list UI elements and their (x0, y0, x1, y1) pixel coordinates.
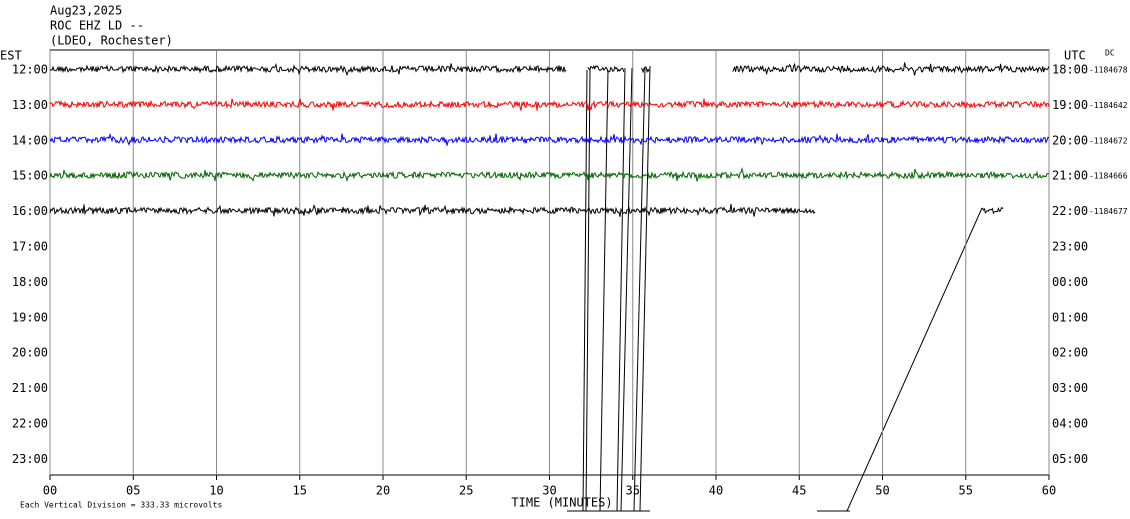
right-axis-title: UTC (1064, 49, 1086, 63)
row-label-right: 00:00 (1052, 275, 1088, 289)
x-tick-label: 55 (959, 484, 973, 498)
seismic-trace (49, 62, 567, 77)
footnote: Each Vertical Division = 333.33 microvol… (20, 501, 222, 510)
dc-value: -1184642 (1089, 101, 1128, 110)
x-tick-label: 20 (376, 484, 390, 498)
x-tick-label: 15 (293, 484, 307, 498)
x-tick-label: 50 (875, 484, 889, 498)
row-label-right: 21:00 (1052, 169, 1088, 183)
x-axis-title: TIME (MINUTES) (511, 496, 612, 510)
row-label-left: 21:00 (12, 381, 48, 395)
x-tick-label: 40 (709, 484, 723, 498)
row-label-right: 22:00 (1052, 204, 1088, 218)
seismic-trace (587, 64, 625, 73)
row-label-left: 23:00 (12, 452, 48, 466)
seismic-trace (49, 98, 1050, 111)
row-label-right: 02:00 (1052, 346, 1088, 360)
row-label-right: 20:00 (1052, 133, 1088, 147)
row-label-left: 18:00 (12, 275, 48, 289)
row-label-left: 16:00 (12, 204, 48, 218)
channel: ROC EHZ LD -- (50, 19, 144, 33)
row-label-right: 04:00 (1052, 417, 1088, 431)
row-label-left: 17:00 (12, 240, 48, 254)
dc-value: -1184666 (1089, 172, 1128, 181)
row-label-right: 18:00 (1052, 63, 1088, 77)
dc-value: -1184672 (1089, 136, 1128, 145)
gap-lines (567, 65, 983, 512)
row-label-left: 12:00 (12, 63, 48, 77)
x-tick-label: 35 (626, 484, 640, 498)
row-label-right: 01:00 (1052, 310, 1088, 324)
seismic-trace (732, 62, 1050, 76)
row-label-right: 03:00 (1052, 381, 1088, 395)
left-axis-title: EST (0, 49, 22, 63)
x-tick-label: 60 (1042, 484, 1056, 498)
seismic-trace (640, 66, 650, 74)
row-label-right: 05:00 (1052, 452, 1088, 466)
x-tick-label: 05 (126, 484, 140, 498)
seismic-trace (49, 166, 1050, 183)
row-label-left: 14:00 (12, 133, 48, 147)
dc-value: -1184677 (1089, 207, 1128, 216)
seismic-trace (981, 206, 1004, 215)
dc-title: DC (1105, 49, 1115, 58)
x-tick-label: 30 (542, 484, 556, 498)
dc-value: -1184678 (1089, 66, 1128, 75)
date: Aug23,2025 (50, 4, 122, 18)
row-label-left: 13:00 (12, 98, 48, 112)
station: (LDEO, Rochester) (50, 34, 173, 48)
seismic-trace (49, 203, 816, 217)
seismic-trace (49, 132, 1050, 146)
row-label-right: 23:00 (1052, 240, 1088, 254)
row-label-left: 20:00 (12, 346, 48, 360)
row-label-left: 15:00 (12, 169, 48, 183)
x-tick-label: 25 (459, 484, 473, 498)
row-label-left: 19:00 (12, 310, 48, 324)
row-label-left: 22:00 (12, 417, 48, 431)
x-tick-label: 45 (792, 484, 806, 498)
x-tick-label: 10 (209, 484, 223, 498)
row-label-right: 19:00 (1052, 98, 1088, 112)
x-tick-label: 00 (43, 484, 57, 498)
